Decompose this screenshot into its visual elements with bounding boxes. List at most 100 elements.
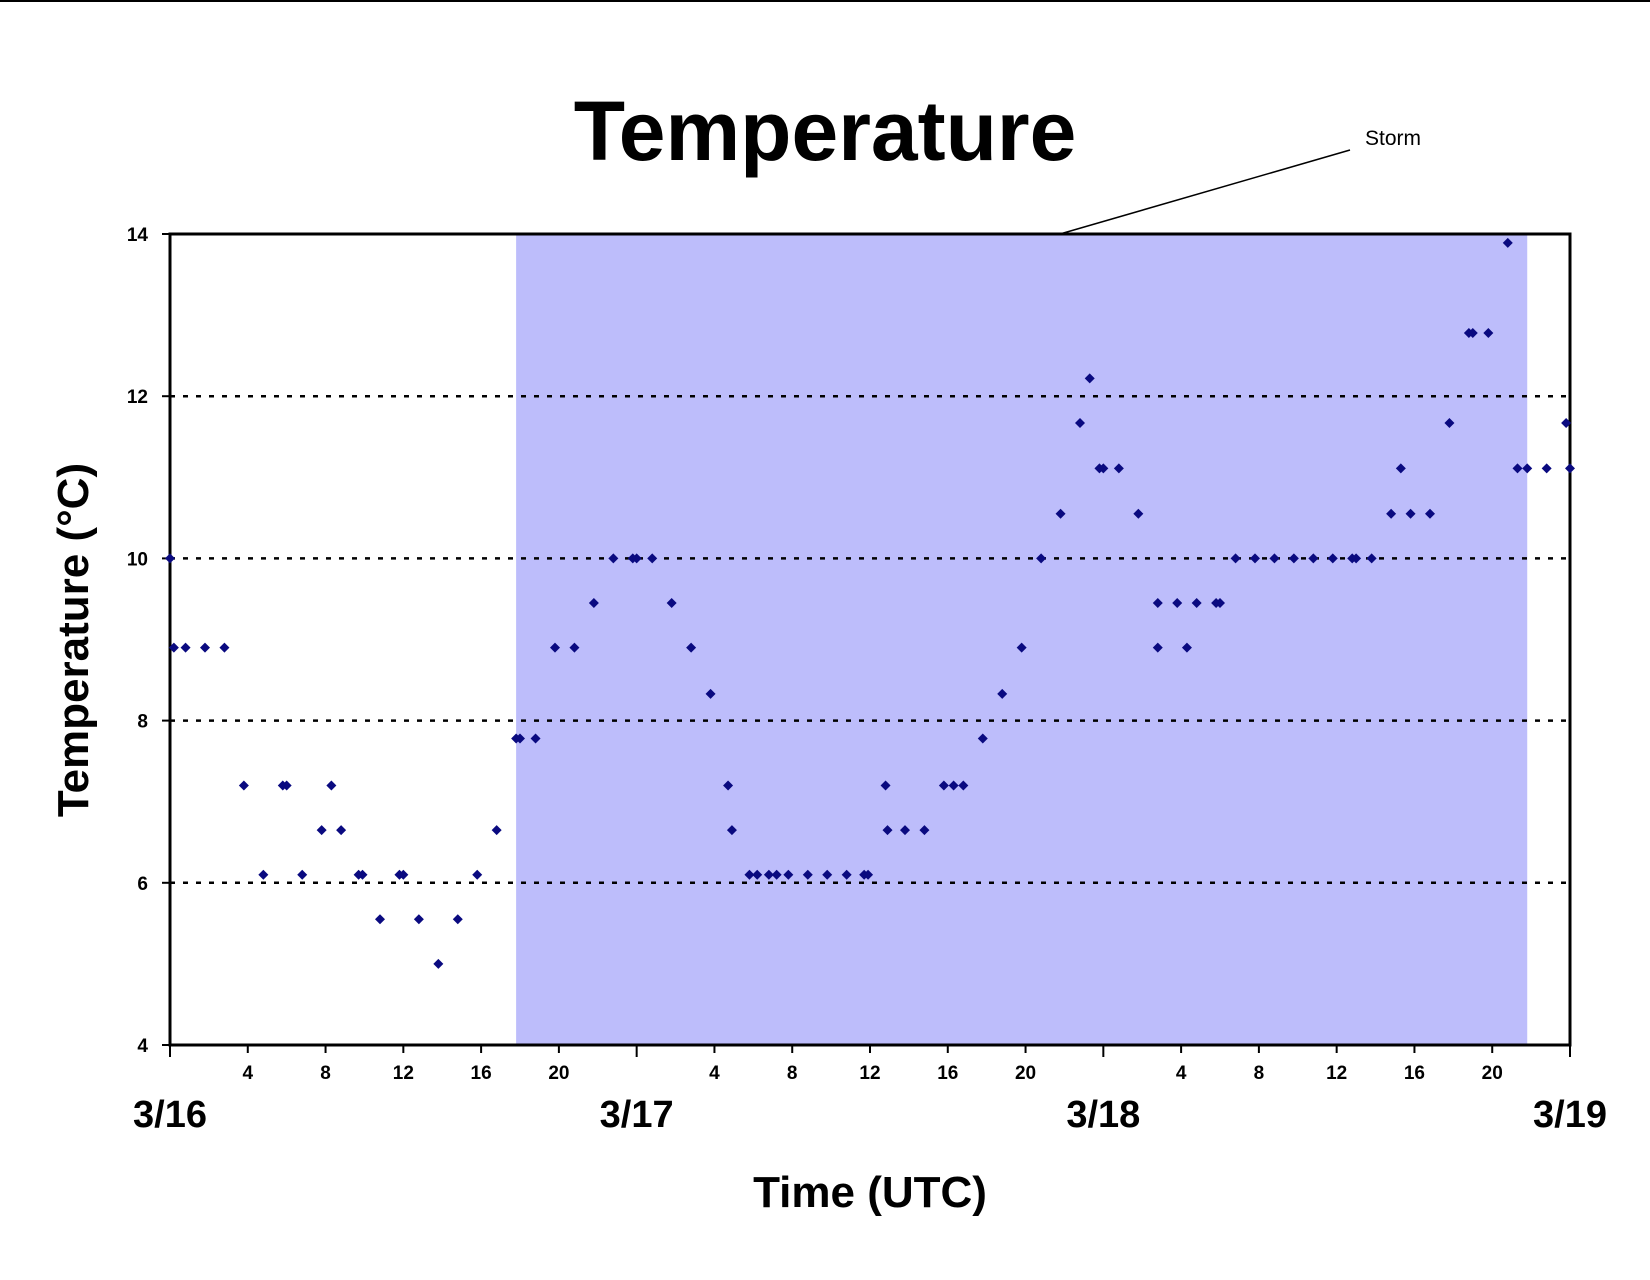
data-point xyxy=(281,780,292,791)
storm-shaded-region xyxy=(516,234,1528,1045)
data-point xyxy=(1191,598,1202,609)
y-tick-label: 14 xyxy=(127,225,149,246)
storm-shading-layer xyxy=(516,234,1528,1045)
data-point xyxy=(1016,642,1027,653)
data-point xyxy=(398,869,409,880)
y-axis-title: Temperature (°C) xyxy=(49,463,98,817)
data-point xyxy=(1522,463,1533,474)
data-point xyxy=(802,869,813,880)
data-point xyxy=(608,553,619,564)
data-point xyxy=(515,733,525,744)
x-hour-tick-label: 8 xyxy=(787,1063,798,1084)
x-hour-tick-label: 4 xyxy=(709,1063,720,1084)
y-tick-label: 12 xyxy=(127,387,148,408)
top-border-line xyxy=(0,0,1650,2)
y-tick-label: 8 xyxy=(137,712,148,733)
data-point xyxy=(705,688,716,699)
data-point xyxy=(1172,598,1183,609)
data-point xyxy=(744,869,755,880)
y-tick-label: 6 xyxy=(137,874,148,895)
data-point xyxy=(977,733,988,744)
data-point xyxy=(1425,508,1435,519)
data-point xyxy=(1405,508,1416,519)
data-point xyxy=(783,869,794,880)
data-point xyxy=(1152,642,1163,653)
data-point xyxy=(686,642,697,653)
data-point xyxy=(1152,598,1163,609)
data-point xyxy=(938,780,949,791)
data-point xyxy=(841,869,852,880)
data-point xyxy=(1366,553,1377,564)
data-point xyxy=(771,869,782,880)
data-point xyxy=(1512,463,1523,474)
data-point xyxy=(948,780,959,791)
x-day-label: 3/16 xyxy=(133,1094,207,1136)
data-point xyxy=(863,869,874,880)
x-day-label: 3/17 xyxy=(600,1094,674,1136)
x-day-label: 3/19 xyxy=(1533,1094,1607,1136)
data-point xyxy=(219,642,230,653)
storm-annotation-label: Storm xyxy=(1365,127,1421,150)
x-hour-tick-label: 4 xyxy=(242,1063,253,1084)
data-point xyxy=(336,825,347,836)
data-point xyxy=(491,825,502,836)
data-point xyxy=(550,642,560,653)
data-point xyxy=(238,780,249,791)
data-point xyxy=(1395,463,1406,474)
data-point xyxy=(723,780,734,791)
data-point xyxy=(1444,417,1455,428)
x-axis-title: Time (UTC) xyxy=(753,1168,987,1217)
data-point xyxy=(258,869,269,880)
x-hour-tick-label: 12 xyxy=(393,1063,414,1084)
data-point xyxy=(822,869,833,880)
x-hour-tick-label: 20 xyxy=(1015,1063,1036,1084)
data-point xyxy=(1230,553,1241,564)
y-tick-label: 10 xyxy=(127,549,148,570)
chart-title: Temperature xyxy=(574,84,1077,178)
data-point xyxy=(1561,417,1572,428)
x-hour-tick-label: 16 xyxy=(1404,1063,1425,1084)
data-point xyxy=(413,914,424,925)
data-point xyxy=(1075,417,1085,428)
data-point xyxy=(882,825,893,836)
data-point xyxy=(1055,508,1066,519)
data-point xyxy=(452,914,463,925)
data-point xyxy=(1351,553,1362,564)
data-point xyxy=(375,914,385,925)
data-point xyxy=(1113,463,1124,474)
x-hour-tick-label: 20 xyxy=(548,1063,569,1084)
data-point xyxy=(1565,463,1575,474)
data-point xyxy=(180,642,191,653)
x-hour-tick-label: 20 xyxy=(1482,1063,1503,1084)
x-hour-tick-label: 12 xyxy=(1326,1063,1347,1084)
data-point xyxy=(1133,508,1144,519)
data-point xyxy=(569,642,580,653)
data-point xyxy=(1288,553,1299,564)
data-point xyxy=(647,553,658,564)
data-point xyxy=(666,598,677,609)
data-point xyxy=(1467,327,1478,338)
data-point xyxy=(763,869,774,880)
data-point xyxy=(958,780,969,791)
data-point-layer xyxy=(165,237,1575,969)
data-point xyxy=(433,958,444,969)
data-point xyxy=(1308,553,1319,564)
data-point xyxy=(472,869,483,880)
data-point xyxy=(1250,553,1260,564)
data-point xyxy=(900,825,910,836)
data-point xyxy=(316,825,327,836)
data-point xyxy=(1098,463,1109,474)
data-point xyxy=(530,733,541,744)
y-tick-label: 4 xyxy=(137,1036,148,1057)
x-hour-tick-label: 4 xyxy=(1176,1063,1187,1084)
data-point xyxy=(997,688,1008,699)
tick-layer: 4 6 8 10 12 14 4 8 12 16 20 4 8 12 16 20 4 8 12 16 20 3/16 3/1… xyxy=(127,225,1607,1136)
data-point xyxy=(1327,553,1338,564)
data-point xyxy=(168,642,179,653)
data-point xyxy=(752,869,763,880)
x-hour-tick-label: 8 xyxy=(1254,1063,1265,1084)
data-point xyxy=(1215,598,1225,609)
data-point xyxy=(165,553,175,564)
data-point xyxy=(880,780,891,791)
